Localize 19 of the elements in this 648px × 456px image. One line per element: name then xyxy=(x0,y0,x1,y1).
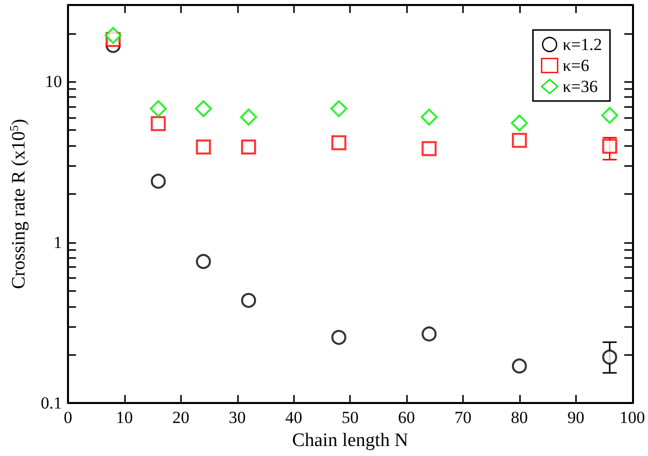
x-tick-label: 60 xyxy=(398,408,416,427)
x-tick-label: 20 xyxy=(172,408,190,427)
x-axis-title: Chain length N xyxy=(292,430,408,451)
x-tick-label: 40 xyxy=(285,408,302,427)
legend-label: κ=1.2 xyxy=(562,35,602,54)
x-tick-label: 80 xyxy=(510,408,528,427)
y-tick-label: 1 xyxy=(54,232,62,252)
x-tick-label: 30 xyxy=(228,408,246,427)
y-axis-title: Crossing rate R (x105) xyxy=(7,118,30,290)
x-tick-label: 50 xyxy=(342,408,359,427)
legend-label: κ=36 xyxy=(562,77,598,96)
x-tick-label: 0 xyxy=(64,408,72,427)
x-tick-label: 100 xyxy=(620,408,645,427)
legend-label: κ=6 xyxy=(562,56,590,75)
y-tick-label: 0.1 xyxy=(40,394,62,412)
y-tick-label: 10 xyxy=(45,72,62,92)
x-tick-label: 10 xyxy=(116,408,133,427)
x-tick-label: 70 xyxy=(454,408,472,427)
x-tick-label: 90 xyxy=(567,408,584,427)
